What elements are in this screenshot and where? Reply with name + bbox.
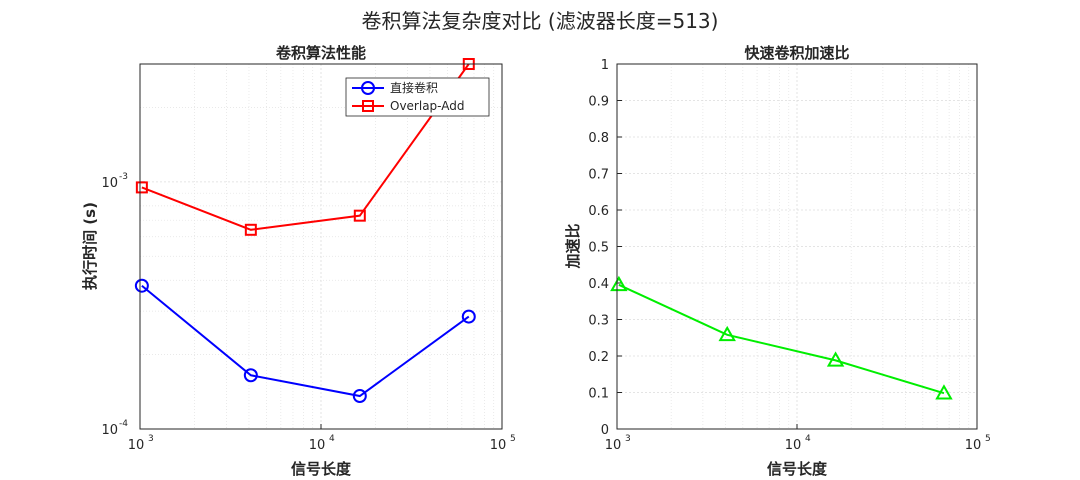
x-tick-exponent: 5 (510, 434, 516, 444)
y-tick-label: 0.3 (588, 314, 609, 329)
x-tick-label: 10 (128, 438, 145, 453)
y-tick-label: 0.9 (588, 95, 609, 110)
x-tick-label: 10 (965, 438, 982, 453)
panel-title: 卷积算法性能 (275, 44, 366, 62)
data-point (461, 309, 476, 324)
x-tick-exponent: 5 (985, 434, 991, 444)
data-point (244, 223, 257, 236)
panel-title: 快速卷积加速比 (744, 44, 849, 62)
x-tick-exponent: 4 (805, 434, 811, 444)
series-line (141, 63, 470, 231)
legend-marker-ola (362, 100, 374, 112)
series-line (141, 284, 470, 398)
data-point (134, 278, 149, 293)
axes-box (616, 63, 978, 430)
y-tick-exponent: -3 (119, 172, 128, 182)
tick-labels: 10 3 10 4 10 510 -410 -3 (101, 172, 515, 453)
figure-title: 卷积算法复杂度对比 (滤波器长度=513) (362, 9, 719, 33)
data-point (352, 389, 367, 404)
y-tick-label: 0.7 (588, 168, 609, 183)
y-tick-label: 0.6 (588, 204, 609, 219)
legend-marker-direct (361, 81, 375, 95)
data-point (610, 275, 628, 292)
x-tick-label: 10 (605, 438, 622, 453)
execution-time-panel: 卷积算法性能 信号长度 执行时间 (s) 10 3 10 4 10 510 -410 -3 直… (81, 44, 516, 478)
series-group (610, 275, 953, 400)
x-tick-exponent: 4 (329, 434, 335, 444)
y-tick-label: 0.5 (588, 241, 609, 256)
data-point (135, 181, 148, 194)
data-point (718, 325, 736, 342)
x-tick-label: 10 (490, 438, 507, 453)
y-tick-exponent: -4 (119, 419, 128, 429)
x-tick-label: 10 (785, 438, 802, 453)
y-axis-label: 执行时间 (s) (81, 202, 99, 290)
y-tick-label: 1 (601, 58, 609, 73)
data-point (353, 209, 366, 222)
axes-box (139, 63, 503, 430)
y-tick-label: 0.1 (588, 387, 609, 402)
x-axis-label: 信号长度 (767, 460, 828, 478)
x-axis-label: 信号长度 (291, 460, 352, 478)
x-tick-label: 10 (309, 438, 326, 453)
legend: 直接卷积 Overlap-Add (345, 77, 490, 117)
legend-label-direct: 直接卷积 (390, 80, 438, 95)
y-axis-label: 加速比 (564, 223, 582, 269)
tick-labels: 10 3 10 4 10 500.10.20.30.40.50.60.70.80.91 (588, 58, 990, 453)
legend-box (345, 77, 490, 117)
speedup-panel: 快速卷积加速比 信号长度 加速比 10 3 10 4 10 500.10.20.30.40… (564, 44, 991, 478)
x-tick-exponent: 3 (625, 434, 631, 444)
data-point (243, 368, 258, 383)
legend-label-ola: Overlap-Add (390, 99, 464, 113)
data-point (826, 351, 845, 367)
y-tick-label: 0.4 (588, 277, 609, 292)
data-point (935, 384, 953, 400)
x-tick-exponent: 3 (148, 434, 154, 444)
y-tick-label: 0.8 (588, 131, 609, 146)
y-tick-label: 10 (101, 176, 118, 191)
y-tick-label: 10 (101, 423, 118, 438)
series-line (618, 283, 945, 395)
y-tick-label: 0 (601, 423, 609, 438)
y-tick-label: 0.2 (588, 350, 609, 365)
